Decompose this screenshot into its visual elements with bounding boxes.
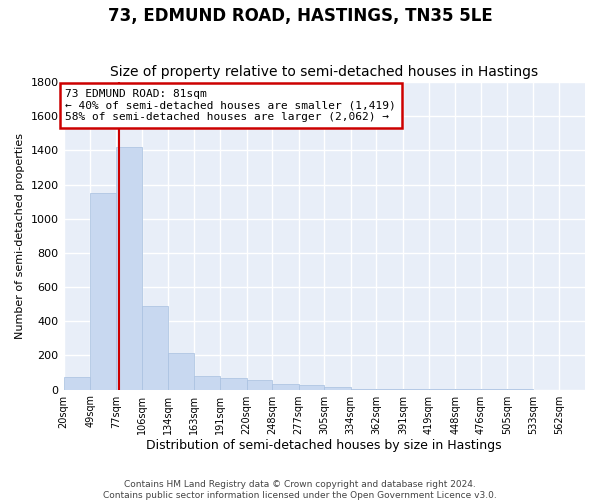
Text: 73, EDMUND ROAD, HASTINGS, TN35 5LE: 73, EDMUND ROAD, HASTINGS, TN35 5LE: [107, 8, 493, 26]
Bar: [142, 306, 168, 390]
Text: 73 EDMUND ROAD: 81sqm
← 40% of semi-detached houses are smaller (1,419)
58% of s: 73 EDMUND ROAD: 81sqm ← 40% of semi-deta…: [65, 89, 396, 122]
Text: Contains HM Land Registry data © Crown copyright and database right 2024.
Contai: Contains HM Land Registry data © Crown c…: [103, 480, 497, 500]
Y-axis label: Number of semi-detached properties: Number of semi-detached properties: [15, 133, 25, 339]
Bar: [299, 386, 324, 390]
Bar: [324, 387, 351, 390]
Bar: [116, 147, 142, 390]
Bar: [168, 353, 194, 390]
Bar: [247, 380, 272, 390]
X-axis label: Distribution of semi-detached houses by size in Hastings: Distribution of semi-detached houses by …: [146, 440, 502, 452]
Bar: [272, 384, 299, 390]
Bar: [194, 376, 220, 390]
Title: Size of property relative to semi-detached houses in Hastings: Size of property relative to semi-detach…: [110, 66, 538, 80]
Bar: [90, 193, 116, 390]
Bar: [376, 388, 403, 390]
Bar: [351, 388, 376, 390]
Bar: [220, 378, 247, 390]
Bar: [64, 377, 90, 390]
